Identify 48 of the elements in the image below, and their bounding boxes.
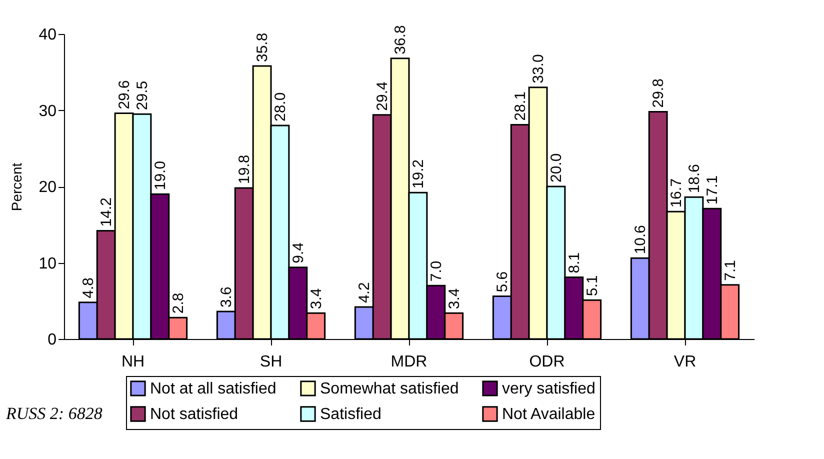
y-axis-title: Percent: [8, 162, 25, 212]
data-label: 20.0: [548, 153, 565, 182]
data-label: 3.4: [446, 288, 463, 310]
data-label: 19.0: [152, 160, 169, 190]
legend-label: Satisfied: [320, 406, 382, 423]
x-tick-label: SH: [260, 354, 282, 370]
data-label: 17.1: [704, 175, 721, 205]
legend-label: very satisfied: [502, 380, 596, 398]
data-label: 16.7: [668, 178, 686, 208]
data-label: 4.2: [356, 282, 374, 303]
data-label: 36.8: [392, 25, 410, 54]
data-label: 5.6: [494, 271, 512, 292]
data-label: 19.2: [410, 159, 427, 189]
data-label: 35.8: [254, 32, 272, 62]
data-label: 8.1: [566, 252, 583, 274]
x-tick-label: ODR: [529, 354, 565, 370]
data-label: 2.8: [170, 292, 187, 314]
data-label: 14.2: [98, 198, 116, 227]
y-tick-label: 20: [38, 179, 57, 196]
data-label: 33.0: [530, 54, 548, 84]
data-label: 18.6: [686, 164, 703, 194]
data-label: 5.1: [584, 275, 601, 296]
data-label: 3.6: [218, 286, 236, 308]
data-label: 3.4: [308, 288, 325, 310]
data-label: 7.0: [428, 260, 445, 282]
legend-label: Not at all satisfied: [150, 380, 276, 398]
data-label: 29.4: [374, 82, 392, 111]
data-label: 19.8: [236, 154, 254, 184]
legend-label: Somewhat satisfied: [320, 380, 459, 398]
data-label: 4.8: [80, 278, 98, 298]
legend-label: Not Available: [502, 406, 596, 423]
y-tick-label: 40: [38, 26, 57, 44]
y-tick-label: 30: [38, 102, 57, 120]
data-label: 29.6: [116, 80, 134, 110]
y-tick-label: 10: [38, 255, 57, 272]
x-tick-label: VR: [674, 354, 696, 370]
data-label: 7.1: [722, 260, 739, 281]
data-label: 28.1: [512, 92, 530, 121]
x-tick-label: MDR: [390, 354, 428, 370]
y-tick-label: 0: [48, 332, 57, 348]
data-label: 29.5: [134, 80, 151, 110]
data-label: 10.6: [632, 224, 650, 254]
x-tick-label: NH: [121, 354, 145, 370]
data-label: 9.4: [290, 242, 307, 264]
data-label: 28.0: [272, 92, 289, 122]
legend-label: Not satisfied: [150, 406, 238, 423]
data-label: 29.8: [650, 78, 668, 108]
text: RUSS 2: 6828: [6, 404, 102, 424]
